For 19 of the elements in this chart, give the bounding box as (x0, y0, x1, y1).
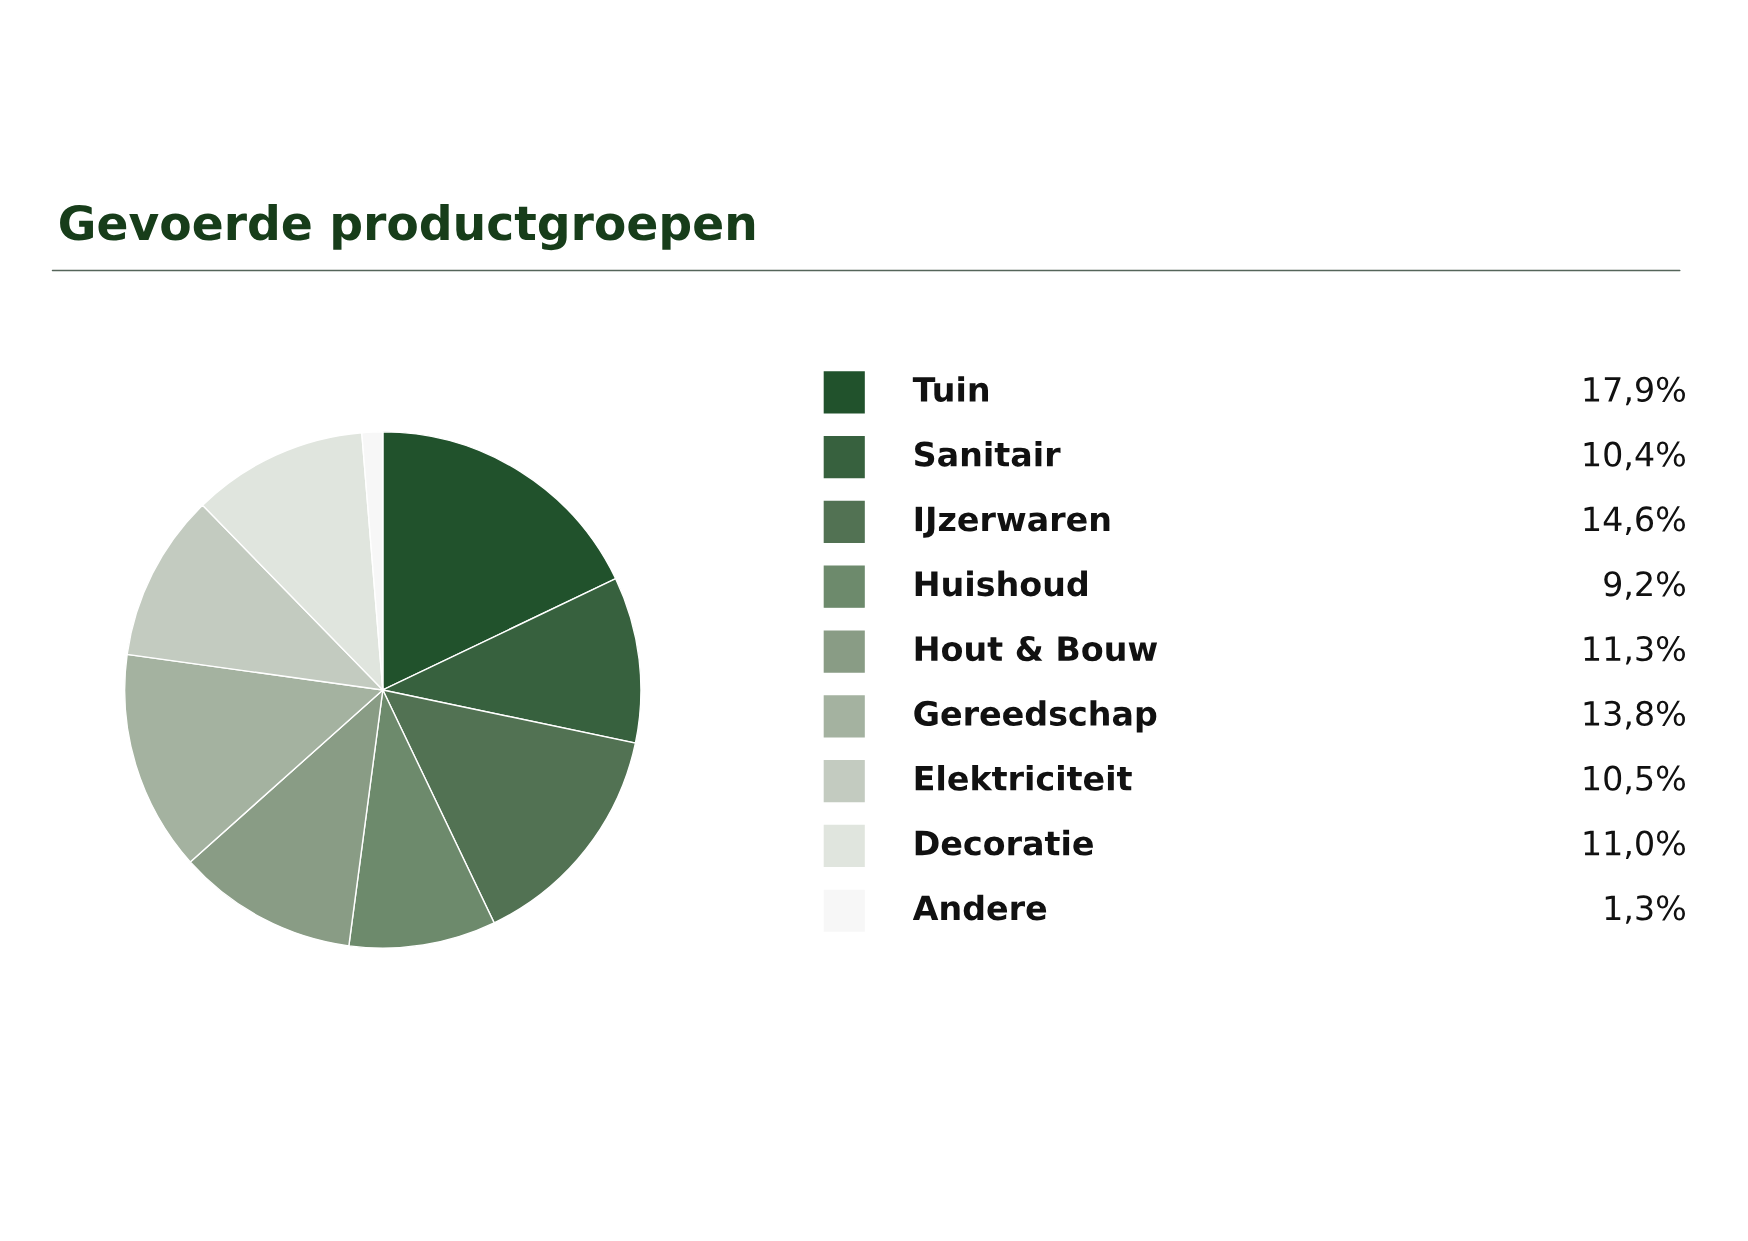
data-label: 17,9% (1584, 376, 1685, 406)
legend-label: IJzerwaren (915, 506, 1110, 538)
data-label: 9,2% (1604, 571, 1685, 600)
data-label: 13,8% (1584, 700, 1685, 730)
data-label: 1,3% (1605, 895, 1685, 924)
chart-title: Gevoerde productgroepen (60, 204, 755, 251)
legend-label: Huishoud (915, 570, 1087, 597)
legend-label: Sanitair (915, 440, 1061, 467)
data-label: 11,3% (1584, 635, 1685, 665)
legend-label: Tuin (912, 376, 989, 402)
legend-label: Hout & Bouw (915, 635, 1158, 662)
legend-label: Decoratie (915, 829, 1093, 856)
legend-label: Andere (912, 894, 1047, 921)
data-label: 10,4% (1584, 441, 1685, 471)
data-label: 10,5% (1584, 765, 1685, 795)
data-label: 14,6% (1584, 506, 1685, 535)
data-label: 11,0% (1584, 830, 1685, 860)
legend-label: Gereedschap (914, 700, 1157, 733)
legend-label: Elektriciteit (915, 765, 1132, 791)
